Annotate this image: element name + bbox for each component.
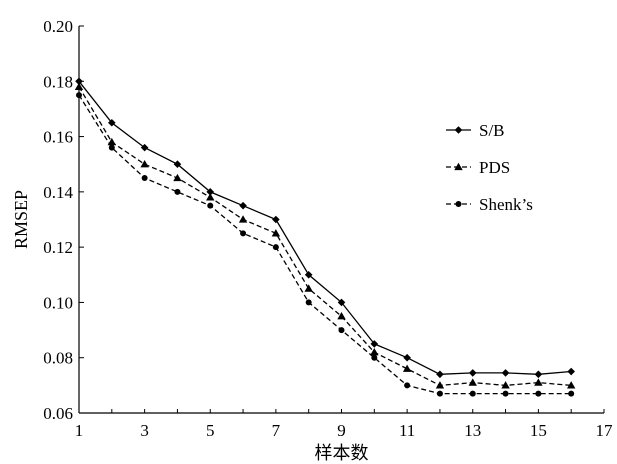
x-tick-label: 3	[140, 421, 149, 440]
circle-marker	[455, 201, 462, 207]
triangle-marker	[566, 381, 576, 389]
diamond-marker	[173, 160, 182, 169]
circle-marker	[371, 354, 378, 361]
legend-entry: Shenk’s	[446, 195, 533, 214]
x-tick-label: 13	[464, 421, 481, 440]
triangle-marker	[271, 229, 281, 237]
triangle-marker	[107, 137, 117, 146]
diamond-marker	[304, 270, 313, 279]
triangle-marker	[140, 160, 149, 168]
x-tick-label: 7	[272, 421, 281, 440]
legend-label: PDS	[479, 158, 510, 177]
chart-ticks: 0.060.080.100.120.140.160.180.201 3 5 7 9 11 1…	[43, 17, 613, 440]
diamond-marker	[140, 143, 149, 152]
circle-marker	[568, 390, 575, 397]
triangle-marker	[173, 173, 182, 182]
diamond-marker	[501, 369, 510, 377]
y-tick-label: 0.20	[43, 17, 73, 36]
x-axis-label: 样本数	[315, 443, 369, 463]
x-tick-label: 5	[206, 421, 215, 440]
y-axis-label: RMSEP	[11, 190, 31, 249]
diamond-marker	[206, 188, 215, 196]
x-tick-label: 9	[337, 421, 346, 440]
legend-entry: S/B	[446, 121, 505, 140]
triangle-marker	[337, 312, 346, 320]
legend-label: Shenk’s	[479, 195, 533, 214]
triangle-marker	[534, 378, 543, 386]
diamond-marker	[272, 215, 280, 224]
series-line	[78, 86, 572, 387]
triangle-marker	[468, 378, 477, 386]
diamond-marker	[534, 370, 543, 379]
circle-marker	[240, 230, 247, 237]
diamond-marker	[239, 201, 247, 210]
circle-marker	[76, 92, 82, 99]
circle-marker	[469, 390, 476, 397]
triangle-marker	[402, 364, 412, 372]
circle-marker	[404, 382, 411, 389]
circle-marker	[272, 244, 279, 251]
circle-marker	[305, 299, 312, 306]
circle-marker	[108, 144, 115, 151]
circle-marker	[207, 202, 214, 209]
series-3	[76, 92, 575, 397]
x-tick-label: 15	[530, 421, 547, 440]
chart-axes	[78, 26, 604, 414]
y-tick-label: 0.06	[43, 404, 73, 423]
diamond-marker	[75, 77, 83, 86]
x-tick-label: 1	[75, 421, 84, 440]
diamond-marker	[468, 369, 477, 377]
y-tick-label: 0.14	[43, 183, 73, 202]
diamond-marker	[108, 118, 116, 127]
diamond-marker	[436, 370, 444, 379]
diamond-marker	[567, 367, 575, 376]
chart-legend: S/B PDS Shenk’s	[446, 121, 533, 214]
diamond-marker	[454, 126, 463, 134]
circle-marker	[535, 390, 542, 397]
circle-marker	[436, 390, 443, 397]
circle-marker	[141, 175, 148, 182]
triangle-marker	[74, 82, 84, 90]
triangle-marker	[238, 215, 248, 223]
circle-marker	[174, 188, 181, 195]
y-tick-label: 0.10	[43, 293, 73, 312]
circle-marker	[502, 390, 509, 397]
chart-series	[74, 77, 576, 397]
legend-label: S/B	[479, 121, 505, 140]
diamond-marker	[403, 353, 411, 362]
circle-marker	[338, 327, 345, 334]
diamond-marker	[337, 298, 346, 307]
series-line	[78, 94, 572, 395]
x-tick-label: 11	[399, 421, 415, 440]
triangle-marker	[435, 381, 445, 389]
series-line	[78, 80, 572, 375]
series-2	[74, 82, 576, 389]
y-tick-label: 0.18	[43, 72, 73, 91]
diamond-marker	[370, 340, 379, 348]
triangle-marker	[370, 347, 379, 356]
y-tick-label: 0.08	[43, 349, 73, 368]
y-tick-label: 0.16	[43, 128, 73, 147]
x-tick-label: 17	[596, 421, 614, 440]
triangle-marker	[304, 284, 313, 292]
y-tick-label: 0.12	[43, 238, 73, 257]
triangle-marker	[454, 162, 463, 171]
legend-entry: PDS	[446, 158, 510, 177]
triangle-marker	[501, 381, 510, 389]
triangle-marker	[206, 193, 215, 201]
series-1	[75, 77, 575, 379]
